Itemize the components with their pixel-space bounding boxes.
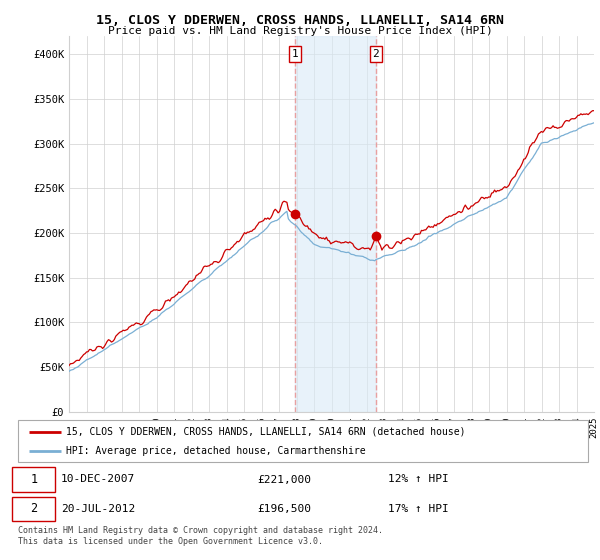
Text: £196,500: £196,500 [257, 504, 311, 514]
Bar [295, 36, 376, 412]
Text: 15, CLOS Y DDERWEN, CROSS HANDS, LLANELLI, SA14 6RN (detached house): 15, CLOS Y DDERWEN, CROSS HANDS, LLANELL… [67, 427, 466, 437]
Text: £221,000: £221,000 [257, 474, 311, 484]
Text: 17% ↑ HPI: 17% ↑ HPI [389, 504, 449, 514]
FancyBboxPatch shape [18, 420, 588, 462]
Text: 20-JUL-2012: 20-JUL-2012 [61, 504, 135, 514]
Text: 1: 1 [292, 49, 298, 59]
Text: 2: 2 [373, 49, 379, 59]
Text: Price paid vs. HM Land Registry's House Price Index (HPI): Price paid vs. HM Land Registry's House … [107, 26, 493, 36]
Text: Contains HM Land Registry data © Crown copyright and database right 2024.
This d: Contains HM Land Registry data © Crown c… [18, 526, 383, 546]
Text: 10-DEC-2007: 10-DEC-2007 [61, 474, 135, 484]
Text: 2: 2 [31, 502, 38, 515]
Text: HPI: Average price, detached house, Carmarthenshire: HPI: Average price, detached house, Carm… [67, 446, 366, 456]
Text: 15, CLOS Y DDERWEN, CROSS HANDS, LLANELLI, SA14 6RN: 15, CLOS Y DDERWEN, CROSS HANDS, LLANELL… [96, 14, 504, 27]
Text: 12% ↑ HPI: 12% ↑ HPI [389, 474, 449, 484]
FancyBboxPatch shape [12, 467, 55, 492]
FancyBboxPatch shape [12, 497, 55, 521]
Text: 1: 1 [31, 473, 38, 486]
